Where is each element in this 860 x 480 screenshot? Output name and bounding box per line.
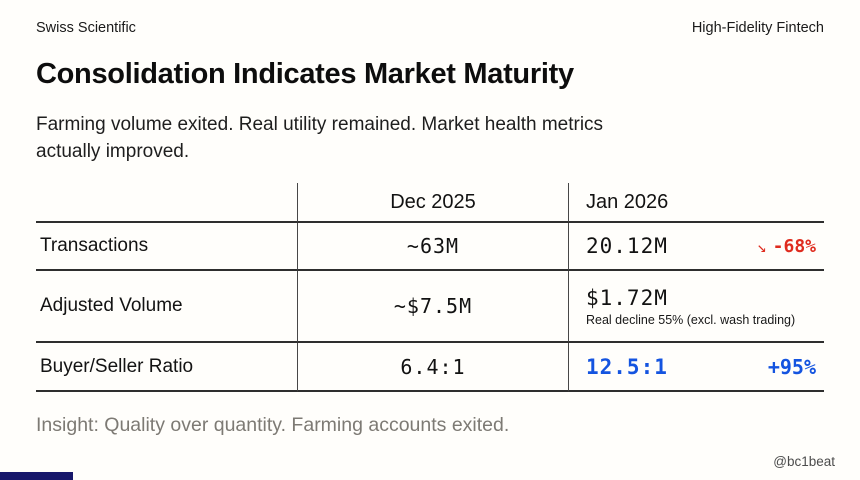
- transactions-dec-value: ~63M: [297, 223, 568, 271]
- buyer-seller-jan-value: 12.5:1: [586, 354, 668, 379]
- page-title: Consolidation Indicates Market Maturity: [36, 58, 574, 90]
- adjusted-volume-dec-value: ~$7.5M: [297, 271, 568, 343]
- transactions-change-value: -68%: [772, 235, 816, 257]
- row-label-adjusted-volume: Adjusted Volume: [36, 271, 297, 343]
- subtitle: Farming volume exited. Real utility rema…: [36, 114, 604, 162]
- top-bar: Swiss Scientific High-Fidelity Fintech: [36, 20, 824, 36]
- header-empty-cell: [36, 183, 297, 223]
- transactions-change-badge: ↘ -68%: [757, 236, 816, 257]
- footer-brand-bar: [0, 472, 73, 480]
- adjusted-volume-jan-value: $1.72M: [586, 285, 668, 310]
- buyer-seller-change-value: +95%: [767, 354, 816, 379]
- down-right-arrow-icon: ↘: [757, 236, 767, 256]
- adjusted-volume-note: Real decline 55% (excl. wash trading): [586, 312, 796, 327]
- adjusted-volume-jan-cell: $1.72M Real decline 55% (excl. wash trad…: [568, 271, 824, 343]
- insight-text: Insight: Quality over quantity. Farming …: [36, 414, 510, 436]
- header-jan-2026: Jan 2026: [568, 183, 824, 223]
- buyer-seller-dec-value: 6.4:1: [297, 343, 568, 392]
- header-dec-2025: Dec 2025: [297, 183, 568, 223]
- row-label-transactions: Transactions: [36, 223, 297, 271]
- row-label-buyer-seller-ratio: Buyer/Seller Ratio: [36, 343, 297, 392]
- brand-left: Swiss Scientific: [36, 20, 136, 36]
- transactions-jan-value: 20.12M: [586, 234, 668, 258]
- author-handle: @bc1beat: [773, 454, 835, 469]
- metrics-table: Dec 2025 Jan 2026 Transactions ~63M 20.1…: [36, 183, 824, 392]
- brand-right: High-Fidelity Fintech: [691, 20, 824, 36]
- transactions-jan-cell: 20.12M ↘ -68%: [568, 223, 824, 271]
- buyer-seller-jan-cell: 12.5:1 +95%: [568, 343, 824, 392]
